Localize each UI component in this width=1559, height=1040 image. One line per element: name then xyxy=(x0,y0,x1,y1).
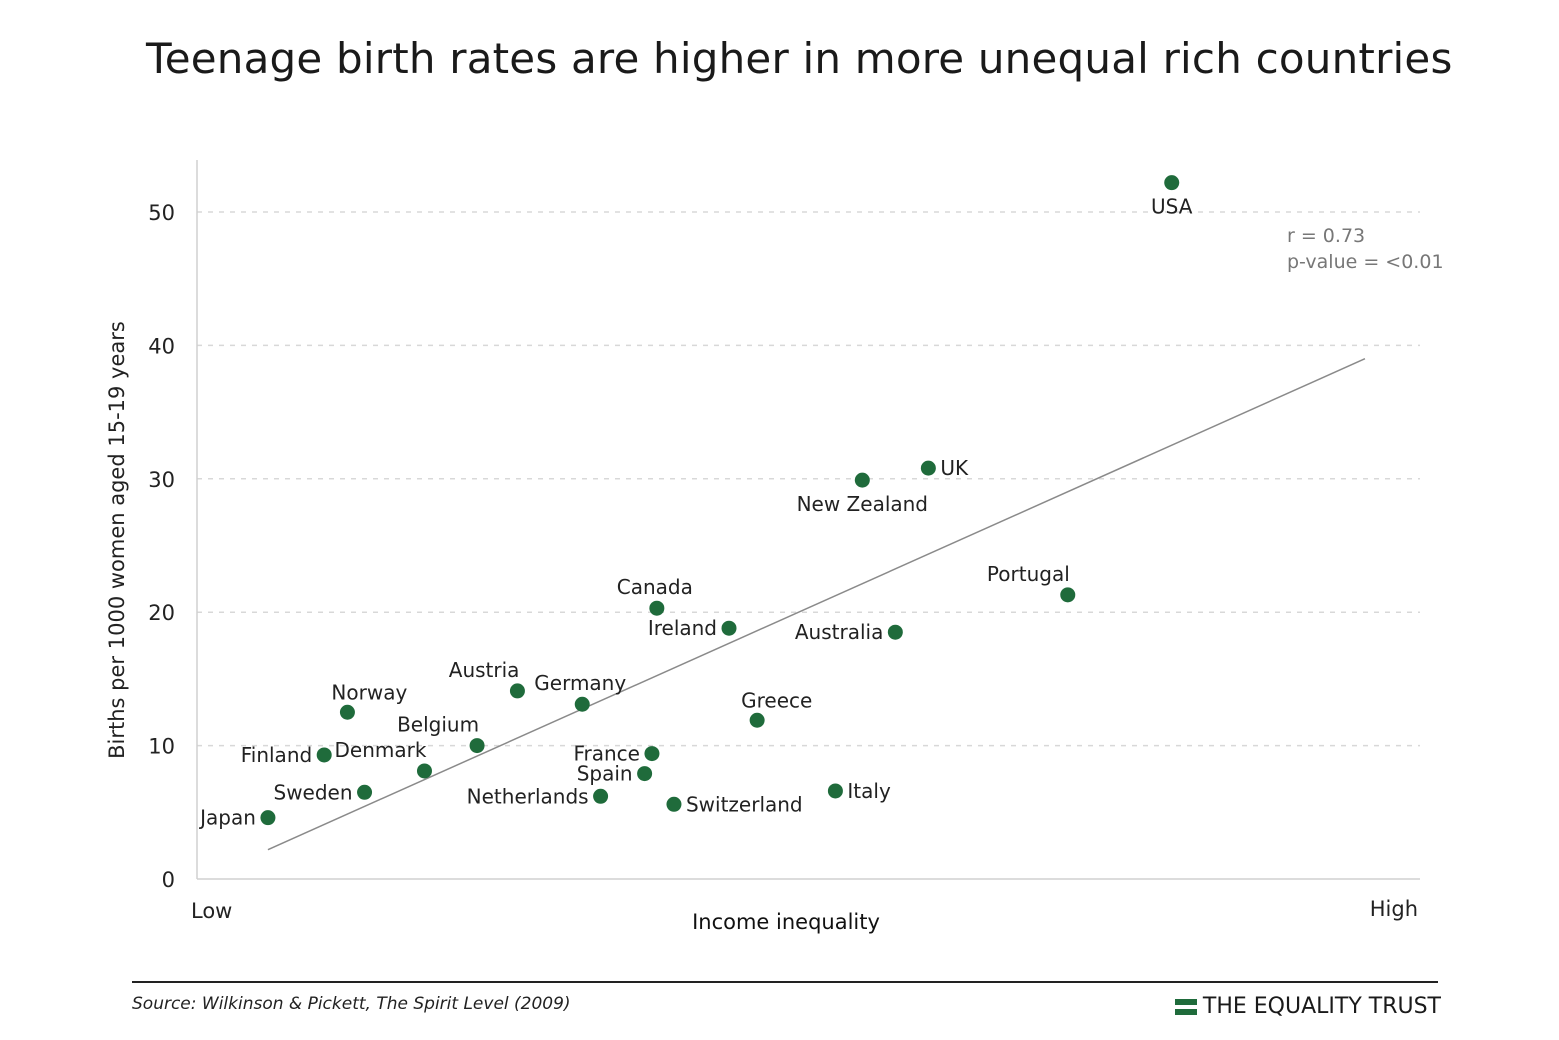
y-tick-label-40: 40 xyxy=(148,334,175,358)
y-tick-label-30: 30 xyxy=(148,468,175,492)
label-france: France xyxy=(573,742,640,766)
x-tick-label-low: Low xyxy=(191,899,232,923)
label-australia: Australia xyxy=(795,620,883,644)
y-tick-label-20: 20 xyxy=(148,601,175,625)
point-france xyxy=(644,746,660,762)
label-austria: Austria xyxy=(449,658,520,682)
point-greece xyxy=(749,712,765,728)
data-points xyxy=(260,175,1180,826)
point-portugal xyxy=(1060,587,1076,603)
axes xyxy=(196,160,1420,880)
label-japan: Japan xyxy=(198,806,256,830)
point-belgium xyxy=(469,738,485,754)
data-labels: USA UK New Zealand Portugal Canada Ireland Aus… xyxy=(198,195,1193,830)
point-switzerland xyxy=(666,796,682,812)
x-axis-label: Income inequality xyxy=(692,910,880,934)
label-denmark: Denmark xyxy=(335,738,427,762)
brand: THE EQUALITY TRUST xyxy=(1174,994,1441,1019)
point-netherlands xyxy=(593,788,609,804)
label-portugal: Portugal xyxy=(987,562,1070,586)
label-usa: USA xyxy=(1151,195,1193,219)
point-australia xyxy=(887,624,903,640)
label-belgium: Belgium xyxy=(397,713,479,737)
correlation-annotation: r = 0.73 xyxy=(1287,225,1365,247)
footer-divider xyxy=(132,981,1438,983)
label-greece: Greece xyxy=(741,688,812,712)
logo-bar-bottom xyxy=(1174,1008,1197,1015)
y-tick-label-50: 50 xyxy=(148,201,175,225)
trendline-layer xyxy=(267,358,1366,851)
y-axis-label: Births per 1000 women aged 15-19 years xyxy=(105,321,129,759)
point-new-zealand xyxy=(854,472,870,488)
label-netherlands: Netherlands xyxy=(467,784,589,808)
point-austria xyxy=(509,683,525,699)
grid-lines xyxy=(197,211,1420,747)
label-uk: UK xyxy=(940,456,969,480)
source-citation: Source: Wilkinson & Pickett, The Spirit … xyxy=(132,994,571,1014)
chart-text: 0 10 20 30 40 50 Low High Income inequality Birth… xyxy=(105,201,1444,934)
brand-name: THE EQUALITY TRUST xyxy=(1202,994,1441,1019)
point-sweden xyxy=(357,784,373,800)
point-ireland xyxy=(721,620,737,636)
point-finland xyxy=(316,747,332,763)
point-italy xyxy=(827,783,843,799)
x-tick-label-high: High xyxy=(1370,897,1418,921)
point-spain xyxy=(637,766,653,782)
point-japan xyxy=(260,810,276,826)
point-usa xyxy=(1164,175,1180,191)
y-tick-label-0: 0 xyxy=(162,868,175,892)
trendline xyxy=(267,358,1366,851)
label-new-zealand: New Zealand xyxy=(797,492,928,516)
label-canada: Canada xyxy=(617,575,693,599)
label-ireland: Ireland xyxy=(648,616,717,640)
chart-title: Teenage birth rates are higher in more u… xyxy=(146,34,1453,83)
label-italy: Italy xyxy=(847,779,891,803)
label-norway: Norway xyxy=(331,680,407,704)
y-tick-label-10: 10 xyxy=(148,735,175,759)
point-canada xyxy=(649,600,665,616)
label-sweden: Sweden xyxy=(274,780,353,804)
point-denmark xyxy=(416,763,432,779)
point-norway xyxy=(339,704,355,720)
label-switzerland: Switzerland xyxy=(686,792,803,816)
equality-trust-logo-icon xyxy=(1174,998,1197,1015)
label-germany: Germany xyxy=(534,671,626,695)
logo-bar-top xyxy=(1174,998,1197,1005)
label-spain: Spain xyxy=(577,762,633,786)
p-value-annotation: p-value = <0.01 xyxy=(1287,251,1444,273)
label-finland: Finland xyxy=(241,743,312,767)
point-uk xyxy=(920,460,936,476)
point-germany xyxy=(574,696,590,712)
